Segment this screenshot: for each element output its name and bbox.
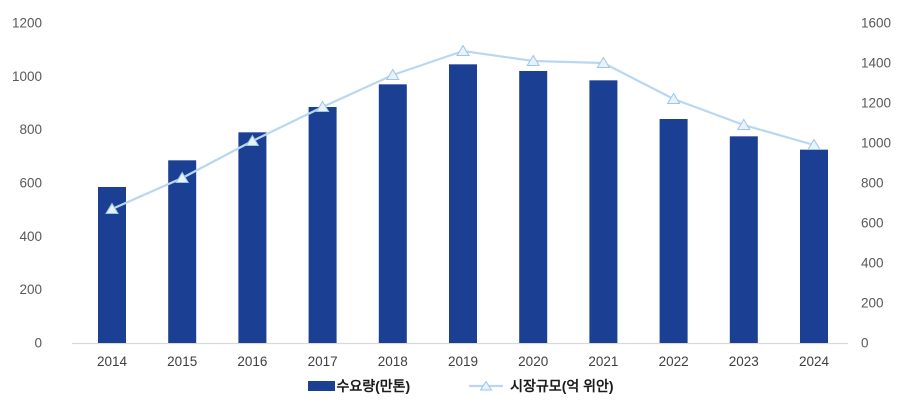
bar-2017: [308, 107, 337, 343]
left-axis-tick-1200: 1200: [12, 16, 42, 31]
right-axis-tick-400: 400: [861, 256, 884, 271]
left-axis-tick-1000: 1000: [12, 69, 42, 84]
x-label-2019: 2019: [448, 354, 478, 369]
line-marker-2023: [736, 118, 751, 130]
bar-2022: [659, 119, 688, 343]
right-axis-tick-1000: 1000: [861, 136, 891, 151]
bar-2015: [168, 160, 197, 343]
right-axis-tick-200: 200: [861, 296, 884, 311]
line-marker-2017: [315, 100, 330, 112]
line-marker-2021: [596, 56, 611, 68]
bar-2023: [729, 136, 758, 343]
bar-2019: [449, 64, 477, 343]
x-label-2020: 2020: [518, 354, 548, 369]
chart-legend: 수요량(만톤) 시장규모(억 위안): [0, 376, 922, 396]
bar-2018: [378, 84, 407, 343]
x-label-2022: 2022: [659, 354, 689, 369]
line-marker-2024: [807, 138, 821, 150]
right-axis-tick-800: 800: [861, 176, 884, 191]
bar-2020: [519, 71, 548, 343]
left-axis-tick-0: 0: [34, 336, 42, 351]
legend-line-marker: [479, 380, 493, 391]
legend-item-market: 시장규모(억 위안): [468, 376, 614, 396]
legend-label-demand: 수요량(만톤): [336, 378, 411, 394]
x-label-2024: 2024: [799, 354, 830, 369]
right-axis-tick-1600: 1600: [861, 16, 891, 31]
right-axis-tick-0: 0: [861, 336, 869, 351]
bar-2021: [589, 80, 618, 343]
left-axis-tick-400: 400: [19, 229, 42, 244]
line-marker-2019: [456, 44, 470, 56]
chart-canvas: 0 200 400 600 800 1000 1200 0 200 400 600 800 1000 12…: [12, 16, 891, 370]
bar-series-swatch: [308, 381, 336, 391]
legend-label-market: 시장규모(억 위안): [510, 378, 614, 394]
left-axis-tick-800: 800: [19, 122, 42, 137]
line-marker-2014: [105, 202, 119, 214]
x-label-2017: 2017: [308, 354, 338, 369]
left-axis-tick-600: 600: [19, 176, 42, 191]
line-marker-2022: [666, 92, 681, 104]
line-marker-2018: [385, 68, 400, 80]
x-label-2016: 2016: [237, 354, 267, 369]
line-series-swatch: [469, 380, 504, 391]
x-label-2014: 2014: [97, 354, 128, 369]
line-marker-2015: [175, 171, 190, 183]
legend-item-demand: 수요량(만톤): [308, 376, 410, 396]
left-axis-tick-200: 200: [19, 282, 42, 297]
x-label-2018: 2018: [378, 354, 408, 369]
line-marker-2020: [526, 54, 541, 66]
x-label-2021: 2021: [588, 354, 618, 369]
x-label-2023: 2023: [729, 354, 759, 369]
right-axis-tick-1400: 1400: [861, 56, 891, 71]
x-label-2015: 2015: [167, 354, 197, 369]
bar-2016: [238, 132, 267, 343]
bar-2024: [800, 149, 828, 343]
right-axis-tick-600: 600: [861, 216, 884, 231]
line-marker-2016: [245, 134, 260, 146]
right-axis-tick-1200: 1200: [861, 96, 891, 111]
